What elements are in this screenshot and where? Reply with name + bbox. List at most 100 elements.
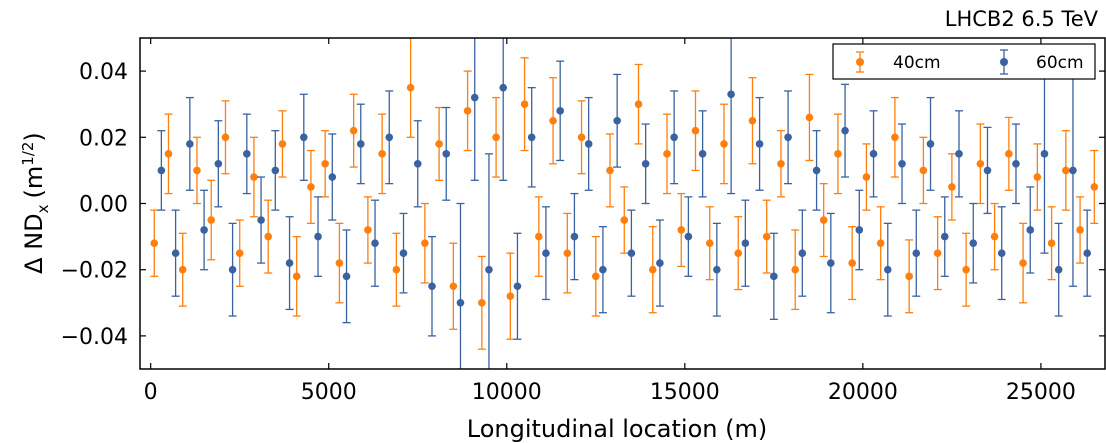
point-marker <box>1019 259 1027 267</box>
point-marker <box>819 216 828 224</box>
point-marker <box>1047 239 1056 248</box>
point-marker <box>492 133 500 142</box>
point-marker <box>983 166 992 175</box>
data-point-40cm <box>435 106 444 181</box>
data-point-60cm <box>855 189 864 271</box>
data-point-60cm <box>299 93 308 181</box>
point-marker <box>228 265 237 274</box>
point-marker <box>485 265 493 274</box>
point-marker <box>627 249 636 257</box>
data-point-40cm <box>748 77 757 165</box>
data-point-60cm <box>470 38 479 181</box>
data-point-60cm <box>499 38 508 181</box>
point-marker <box>150 239 159 248</box>
data-point-60cm <box>997 206 1006 301</box>
data-point-60cm <box>826 212 835 314</box>
point-marker <box>883 265 892 274</box>
point-marker <box>784 133 792 142</box>
data-layer <box>150 38 1099 369</box>
data-point-60cm <box>1040 53 1049 254</box>
point-marker <box>392 265 401 274</box>
legend-box <box>832 43 1096 80</box>
point-marker <box>691 126 700 135</box>
point-marker <box>905 272 913 281</box>
point-marker <box>371 239 379 248</box>
data-point-60cm <box>570 192 579 281</box>
point-marker <box>243 150 251 158</box>
data-point-60cm <box>769 232 778 321</box>
point-marker <box>563 249 572 257</box>
data-point-60cm <box>257 176 266 264</box>
data-point-40cm <box>762 199 771 274</box>
point-marker <box>641 159 650 168</box>
point-marker <box>791 265 800 274</box>
data-point-60cm <box>328 133 337 221</box>
data-point-40cm <box>477 255 486 350</box>
data-point-40cm <box>406 38 415 138</box>
legend-40cm-marker <box>856 58 864 66</box>
data-point-60cm <box>185 96 194 191</box>
point-marker <box>955 150 963 158</box>
point-marker <box>257 216 265 224</box>
point-marker <box>506 292 515 300</box>
point-marker <box>307 183 315 191</box>
data-point-40cm <box>620 186 629 254</box>
point-marker <box>378 150 386 158</box>
data-point-60cm <box>598 226 607 314</box>
point-marker <box>186 140 194 148</box>
data-point-60cm <box>171 209 180 297</box>
point-marker <box>364 226 372 234</box>
data-point-60cm <box>1068 53 1077 287</box>
data-point-60cm <box>513 232 522 340</box>
data-point-60cm <box>484 153 493 369</box>
point-marker <box>599 265 607 274</box>
data-point-60cm <box>456 202 465 369</box>
data-point-60cm <box>627 209 636 297</box>
data-point-60cm <box>912 209 921 297</box>
point-marker <box>741 239 750 248</box>
point-marker <box>527 133 536 142</box>
point-marker <box>876 239 885 248</box>
point-marker <box>777 159 785 168</box>
data-point-60cm <box>200 189 209 271</box>
data-point-40cm <box>734 216 743 291</box>
point-marker <box>278 140 287 148</box>
data-point-40cm <box>563 212 572 294</box>
data-point-40cm <box>420 202 429 284</box>
data-point-60cm <box>413 120 422 208</box>
data-point-40cm <box>221 100 230 175</box>
point-marker <box>656 259 664 267</box>
y-tick-label: −0.02 <box>61 259 128 284</box>
data-point-40cm <box>207 179 216 261</box>
x-axis-label: Longitudinal location (m) <box>467 415 767 443</box>
data-point-40cm <box>463 70 472 152</box>
data-point-40cm <box>591 235 600 317</box>
point-marker <box>948 183 956 191</box>
point-marker <box>513 282 522 291</box>
data-point-60cm <box>1011 123 1020 205</box>
point-marker <box>848 259 856 267</box>
data-point-40cm <box>449 242 458 330</box>
point-marker <box>235 249 244 257</box>
y-axis-label-main: Δ ND <box>20 213 48 273</box>
data-point-40cm <box>1047 206 1056 281</box>
point-marker <box>1054 265 1063 274</box>
data-point-40cm <box>1004 116 1013 191</box>
point-marker <box>442 150 451 158</box>
data-point-40cm <box>791 229 800 311</box>
y-axis-ticks: 0.04 0.02 0.00 −0.02 −0.04 <box>61 60 1105 350</box>
point-marker <box>193 166 201 175</box>
point-marker <box>812 166 821 175</box>
data-point-40cm <box>292 235 301 317</box>
point-marker <box>178 265 187 274</box>
data-point-60cm <box>983 126 992 215</box>
point-marker <box>1069 166 1077 175</box>
point-marker <box>940 232 949 241</box>
point-marker <box>805 113 814 122</box>
data-point-40cm <box>876 206 885 281</box>
y-axis-label: Δ NDx (m1/2) <box>19 132 52 274</box>
data-point-40cm <box>1019 222 1028 304</box>
point-marker <box>591 272 600 281</box>
point-marker <box>933 249 942 257</box>
data-point-60cm <box>712 222 721 317</box>
